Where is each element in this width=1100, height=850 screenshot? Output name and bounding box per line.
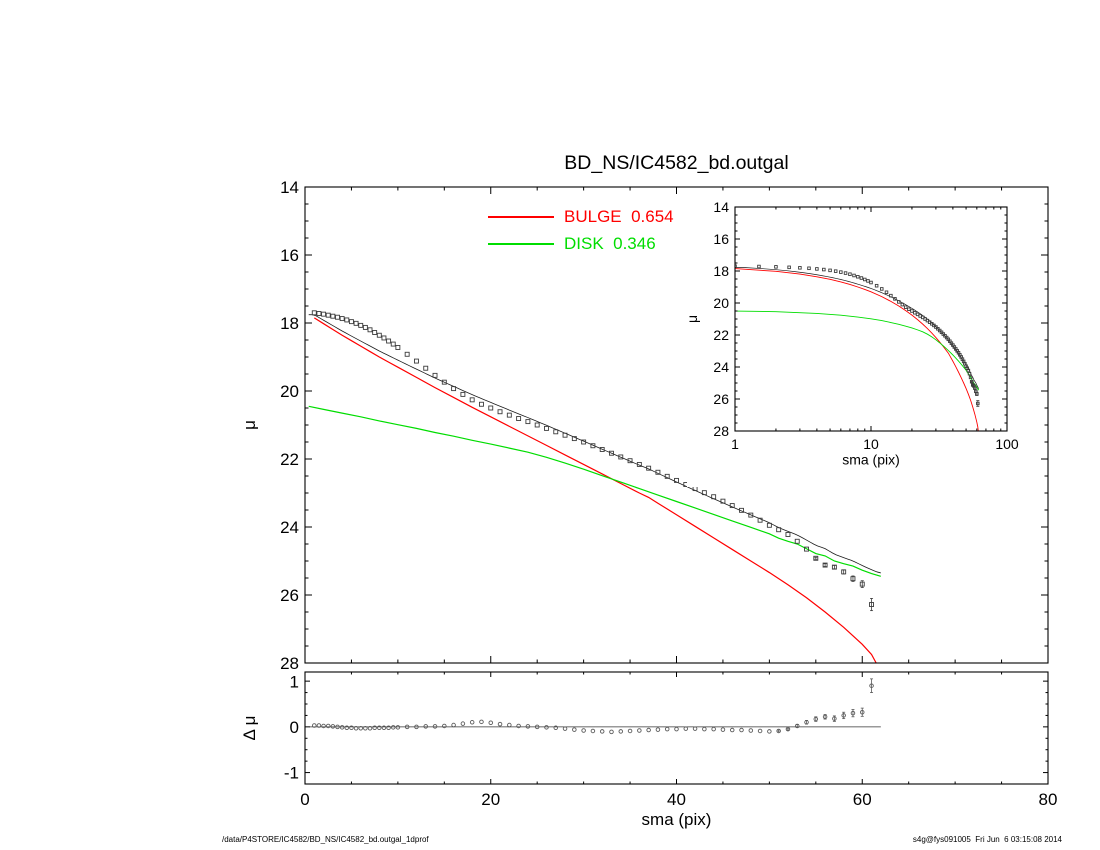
svg-text:1: 1: [290, 672, 299, 691]
svg-text:10: 10: [863, 436, 879, 452]
legend-line-disk: [488, 242, 554, 245]
svg-text:14: 14: [713, 199, 729, 215]
footer-file-path: /data/P4STORE/IC4582/BD_NS/IC4582_bd.out…: [222, 835, 429, 844]
inset-tick-labels: 1 10 100 14 16 18 20 22 24 26 28 sma (pix) μ: [684, 199, 1019, 468]
residual-x-axis-label: sma (pix): [642, 810, 712, 829]
svg-text:20: 20: [713, 295, 729, 311]
svg-text:1: 1: [731, 436, 739, 452]
svg-text:22: 22: [280, 450, 299, 469]
svg-text:40: 40: [667, 790, 686, 809]
inset-plot: 1 10 100 14 16 18 20 22 24 26 28 sma (pix) μ: [684, 197, 1019, 487]
svg-text:100: 100: [995, 436, 1019, 452]
main-tick-labels: 14 16 18 20 22 24 26 28 μ: [240, 178, 299, 673]
residual-ticks: [304, 672, 1049, 785]
chart-title: BD_NS/IC4582_bd.outgal: [564, 152, 789, 174]
svg-text:24: 24: [280, 518, 299, 537]
main-plot: 14 16 18 20 22 24 26 28 μ: [240, 178, 1049, 673]
legend-item-bulge: BULGE 0.654: [488, 203, 674, 230]
observed-points: [735, 264, 980, 407]
svg-text:18: 18: [713, 263, 729, 279]
legend-item-disk: DISK 0.346: [488, 230, 674, 257]
svg-text:26: 26: [280, 586, 299, 605]
legend-label-bulge: BULGE 0.654: [564, 206, 674, 226]
svg-text:28: 28: [280, 654, 299, 673]
svg-text:20: 20: [280, 382, 299, 401]
svg-text:24: 24: [713, 359, 729, 375]
svg-text:20: 20: [481, 790, 500, 809]
residual-y-axis-label: Δ μ: [240, 716, 259, 741]
svg-text:0: 0: [300, 790, 309, 809]
svg-text:26: 26: [713, 391, 729, 407]
svg-text:16: 16: [280, 246, 299, 265]
main-ticks: [304, 186, 1049, 664]
inset-x-axis-label: sma (pix): [842, 452, 900, 468]
svg-text:28: 28: [713, 423, 729, 439]
legend-label-disk: DISK 0.346: [564, 233, 656, 253]
svg-text:16: 16: [713, 231, 729, 247]
inset-background: [687, 197, 1015, 487]
svg-text:-1: -1: [284, 764, 299, 783]
svg-text:80: 80: [1039, 790, 1058, 809]
legend-line-bulge: [488, 215, 554, 218]
bulge-line: [735, 268, 979, 431]
inset-ticks: [734, 206, 1008, 432]
svg-text:60: 60: [853, 790, 872, 809]
disk-line: [308, 405, 881, 577]
svg-text:14: 14: [280, 178, 299, 197]
inset-y-axis-label: μ: [684, 315, 700, 323]
footer-user-timestamp: s4g@fys091005 Fri Jun 6 03:15:08 2014: [912, 835, 1062, 844]
residual-points: [312, 678, 874, 735]
bulge-line: [313, 317, 877, 663]
legend: BULGE 0.654 DISK 0.346: [488, 203, 674, 257]
main-y-axis-label: μ: [240, 420, 259, 430]
svg-text:18: 18: [280, 314, 299, 333]
observed-points: [311, 310, 874, 612]
svg-text:22: 22: [713, 327, 729, 343]
svg-text:0: 0: [290, 718, 299, 737]
residual-axes-frame: [304, 671, 1049, 785]
